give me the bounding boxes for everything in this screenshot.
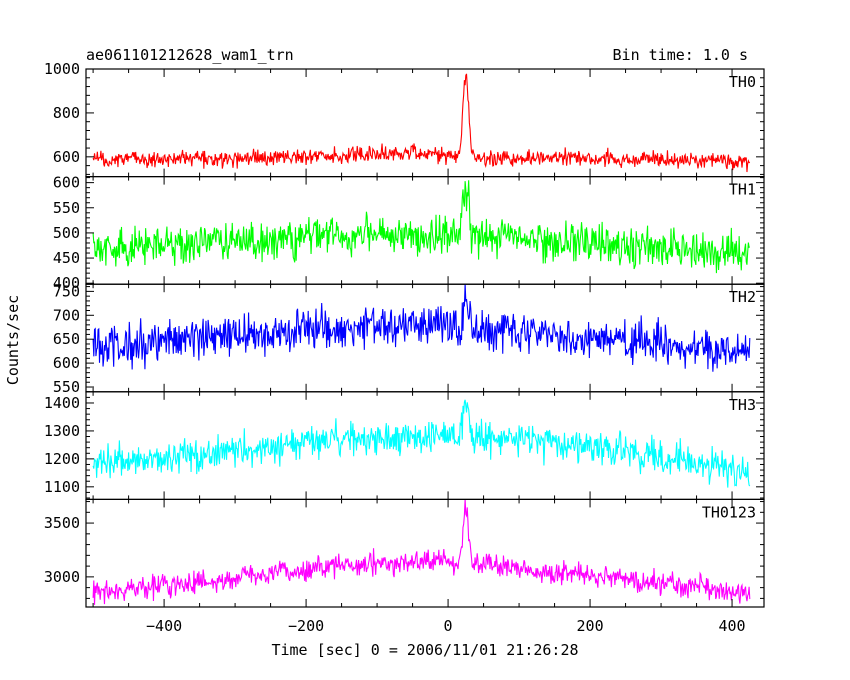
panel-th0: 600 800 1000 TH0	[44, 60, 765, 178]
y-tick-label: 1000	[44, 60, 80, 78]
y-tick-label: 1300	[44, 422, 80, 440]
chart-title: ae061101212628_wam1_trn	[86, 46, 294, 64]
series-label-th1: TH1	[729, 181, 756, 199]
y-tick-label: 650	[53, 330, 80, 348]
panel-th0123: 3000 3500 TH0123	[44, 498, 765, 608]
y-tick-label: 550	[53, 378, 80, 396]
series-line-th2	[92, 284, 751, 372]
x-tick-label: 0	[444, 617, 453, 635]
y-tick-label: 400	[53, 274, 80, 292]
x-tick-label: 200	[577, 617, 604, 635]
y-tick-label: 600	[53, 148, 80, 166]
series-line-th0	[92, 73, 751, 173]
panel-th3: 1100 1200 1300 1400 TH3	[44, 391, 765, 500]
bin-time-label: Bin time: 1.0 s	[613, 46, 748, 64]
y-tick-label: 3500	[44, 514, 80, 532]
panel-frame	[85, 498, 765, 608]
x-tick-label: −400	[146, 617, 182, 635]
y-tick-label: 550	[53, 199, 80, 217]
y-tick-label: 600	[53, 354, 80, 372]
panel-frame	[85, 176, 765, 285]
series-label-th0: TH0	[729, 73, 756, 91]
y-tick-label: 800	[53, 104, 80, 122]
x-tick-label: 400	[719, 617, 746, 635]
y-tick-label: 450	[53, 249, 80, 267]
panel-frame	[85, 283, 765, 393]
series-label-th0123: TH0123	[702, 503, 756, 521]
y-tick-label: 700	[53, 306, 80, 324]
panels: 600 800 1000 TH0 400 450 500 550 600 TH1 550 600 650…	[44, 60, 765, 635]
y-tick-label: 500	[53, 224, 80, 242]
series-line-th1	[92, 180, 751, 274]
y-tick-label: 1200	[44, 450, 80, 468]
x-axis-label: Time [sec] 0 = 2006/11/01 21:26:28	[271, 641, 578, 659]
y-tick-label: 600	[53, 174, 80, 192]
panel-th2: 550 600 650 700 750 TH2	[53, 282, 765, 396]
y-tick-label: 1400	[44, 394, 80, 412]
series-line-th0123	[92, 499, 751, 605]
series-label-th2: TH2	[729, 288, 756, 306]
series-label-th3: TH3	[729, 396, 756, 414]
y-axis-label: Counts/sec	[4, 295, 22, 385]
x-tick-label: −200	[288, 617, 324, 635]
y-tick-label: 1100	[44, 478, 80, 496]
y-tick-label: 3000	[44, 568, 80, 586]
panel-th1: 400 450 500 550 600 TH1	[53, 174, 765, 292]
y-tick-label: 750	[53, 282, 80, 300]
series-line-th3	[92, 399, 751, 488]
